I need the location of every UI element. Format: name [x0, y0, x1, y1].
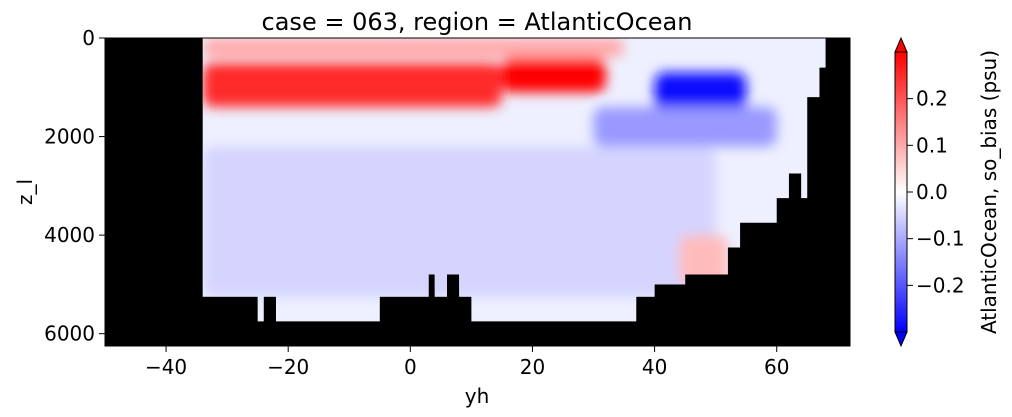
x-tick-label: 0	[404, 355, 417, 379]
colorbar-ticks: −0.2 −0.1 0.0 0.1 0.2	[907, 87, 965, 297]
bias-feature	[202, 146, 716, 297]
x-tick-label: 60	[764, 355, 789, 379]
colorbar-label: AtlanticOcean, so_bias (psu)	[977, 50, 1001, 334]
colorbar-tick-label: 0.2	[916, 87, 948, 111]
bias-feature	[501, 57, 606, 93]
y-tick-label: 6000	[44, 322, 95, 346]
y-tick-label: 2000	[44, 125, 95, 149]
bias-feature	[654, 72, 747, 112]
x-axis-label: yh	[465, 384, 490, 408]
y-axis-label: z_l	[13, 179, 37, 205]
colorbar-tick-label: −0.2	[916, 273, 965, 297]
plot-area	[105, 38, 850, 346]
x-tick-label: 40	[642, 355, 667, 379]
colorbar-tick-label: 0.0	[916, 180, 948, 204]
chart-title: case = 063, region = AtlanticOcean	[262, 8, 693, 36]
y-tick-label: 0	[82, 26, 95, 50]
colorbar-extend-max	[894, 36, 908, 53]
colorbar-tick-label: 0.1	[916, 133, 948, 157]
bias-feature	[202, 38, 625, 58]
y-axis: 0 2000 4000 6000	[44, 26, 105, 346]
plot-frame	[104, 37, 851, 347]
colorbar: −0.2 −0.1 0.0 0.1 0.2 AtlanticOcean, so_bias…	[894, 36, 1001, 348]
x-tick-label: −40	[145, 355, 187, 379]
bias-feature	[202, 62, 502, 107]
colorbar-body	[894, 51, 908, 333]
bias-feature	[679, 235, 728, 285]
colorbar-tick-label: −0.1	[916, 227, 965, 251]
y-tick-label: 4000	[44, 223, 95, 247]
ocean-field	[202, 38, 826, 322]
x-tick-label: −20	[267, 355, 309, 379]
colorbar-extend-min	[894, 331, 908, 348]
x-tick-label: 20	[520, 355, 545, 379]
bias-feature	[593, 106, 777, 147]
x-axis: −40 −20 0 20 40 60	[145, 346, 789, 379]
